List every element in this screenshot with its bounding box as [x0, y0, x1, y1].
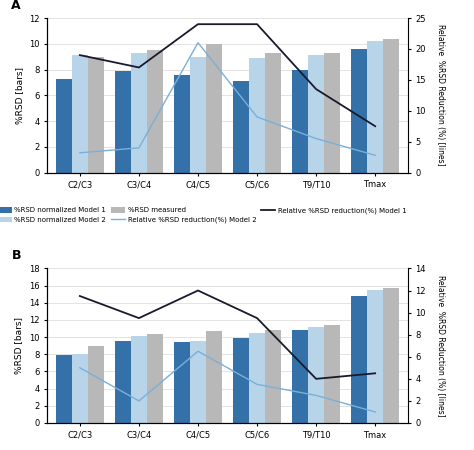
Bar	[206, 44, 222, 173]
Bar	[265, 53, 281, 173]
Bar	[233, 338, 249, 423]
Bar	[190, 57, 206, 173]
Bar	[249, 333, 265, 423]
Legend: %RSD normalized Model 1, %RSD normalized Model 2, %RSD measured, Relative %RSD r: %RSD normalized Model 1, %RSD normalized…	[0, 207, 407, 224]
Bar	[367, 290, 383, 423]
Bar	[292, 70, 308, 173]
Bar	[147, 50, 163, 173]
Bar	[88, 57, 104, 173]
Bar	[292, 330, 308, 423]
Bar	[383, 288, 399, 423]
Bar	[131, 53, 147, 173]
Bar	[308, 327, 324, 423]
Bar	[115, 71, 131, 173]
Bar	[190, 341, 206, 423]
Y-axis label: %RSD [bars]: %RSD [bars]	[15, 67, 24, 124]
Y-axis label: %RSD [bars]: %RSD [bars]	[15, 317, 24, 374]
Bar	[174, 75, 190, 173]
Bar	[383, 39, 399, 173]
Bar	[265, 330, 281, 423]
Bar	[72, 354, 88, 423]
Bar	[233, 81, 249, 173]
Bar	[131, 336, 147, 423]
Bar	[174, 342, 190, 423]
Bar	[56, 79, 72, 173]
Bar	[324, 53, 340, 173]
Bar	[308, 55, 324, 173]
Bar	[351, 49, 367, 173]
Bar	[249, 58, 265, 173]
Bar	[206, 331, 222, 423]
Bar	[147, 334, 163, 423]
Text: A: A	[11, 0, 21, 12]
Y-axis label: Relative  %RSD Reduction (%) [lines]: Relative %RSD Reduction (%) [lines]	[436, 275, 445, 417]
Bar	[56, 355, 72, 423]
Bar	[115, 342, 131, 423]
Y-axis label: Relative  %RSD Reduction (%) [lines]: Relative %RSD Reduction (%) [lines]	[436, 24, 445, 166]
Bar	[351, 296, 367, 423]
Text: B: B	[11, 249, 21, 262]
Bar	[72, 55, 88, 173]
Bar	[324, 325, 340, 423]
Bar	[88, 346, 104, 423]
Bar	[367, 41, 383, 173]
